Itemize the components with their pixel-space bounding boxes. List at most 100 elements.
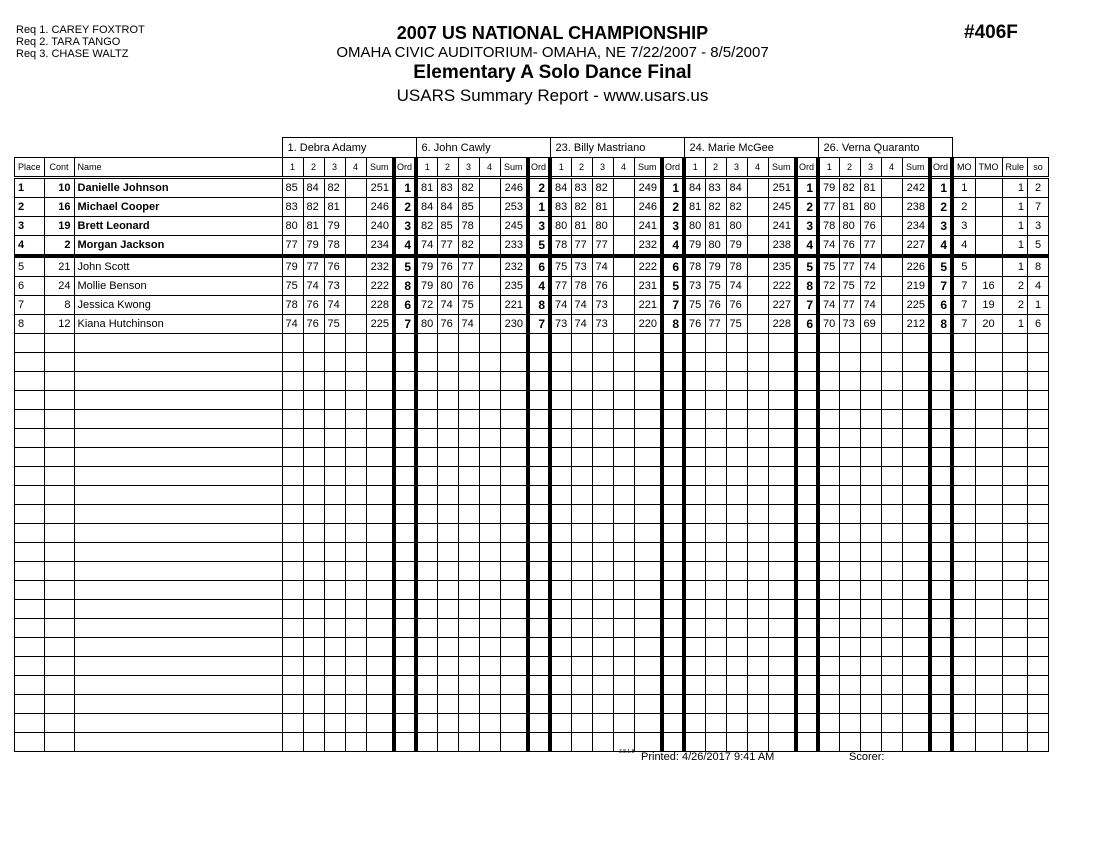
score-cell: [281, 656, 304, 676]
score-cell: [478, 713, 501, 733]
sum-cell: [901, 371, 931, 391]
rule-cell: 1: [1001, 216, 1029, 236]
sum-cell: [499, 390, 529, 410]
score-cell: [880, 177, 903, 198]
mo-cell: [951, 466, 976, 486]
score-cell: [683, 732, 706, 752]
judge-name-2: 6. John Cawly: [415, 137, 551, 158]
score-cell: [436, 732, 459, 752]
score-cell: [415, 466, 438, 486]
score-cell: [323, 599, 346, 619]
ordinal-cell: 7: [526, 314, 553, 334]
score-cell: 81: [570, 216, 593, 236]
score-cell: [725, 352, 748, 372]
so-cell: [1027, 390, 1050, 410]
header-judge-col: 1: [415, 157, 438, 179]
sum-cell: [767, 504, 797, 524]
score-cell: [817, 713, 840, 733]
cont-cell: [43, 656, 75, 676]
sum-cell: [767, 352, 797, 372]
score-cell: 80: [415, 314, 438, 334]
score-cell: [549, 675, 572, 695]
rule-cell: [1001, 694, 1029, 714]
sum-cell: [767, 466, 797, 486]
score-cell: [344, 255, 367, 277]
ordinal-cell: [928, 732, 955, 752]
ordinal-cell: [392, 732, 419, 752]
score-cell: 83: [281, 197, 304, 217]
score-cell: [302, 561, 325, 581]
score-cell: [683, 523, 706, 543]
score-cell: 76: [859, 216, 882, 236]
score-cell: [746, 732, 769, 752]
score-cell: 84: [436, 197, 459, 217]
empty-row: [14, 618, 1050, 638]
mo-cell: [951, 675, 976, 695]
mo-cell: [951, 618, 976, 638]
name-cell: [73, 523, 283, 543]
score-cell: [344, 523, 367, 543]
score-cell: 74: [302, 276, 325, 296]
score-cell: 81: [838, 197, 861, 217]
sum-cell: [633, 466, 663, 486]
score-cell: 84: [415, 197, 438, 217]
score-cell: [704, 675, 727, 695]
score-cell: [591, 618, 614, 638]
sum-cell: [633, 732, 663, 752]
score-cell: [704, 561, 727, 581]
score-cell: [478, 276, 501, 296]
ordinal-cell: [794, 447, 821, 467]
ordinal-cell: [660, 447, 687, 467]
name-cell: [73, 713, 283, 733]
score-cell: [746, 197, 769, 217]
score-cell: [859, 485, 882, 505]
ordinal-cell: 6: [392, 295, 419, 315]
score-cell: [838, 504, 861, 524]
ordinal-cell: 8: [928, 314, 955, 334]
score-cell: [880, 713, 903, 733]
score-cell: [302, 637, 325, 657]
score-cell: [838, 561, 861, 581]
score-cell: [323, 637, 346, 657]
score-cell: [838, 352, 861, 372]
header-judge-col: Sum: [767, 157, 797, 179]
sum-cell: [365, 504, 395, 524]
score-cell: [817, 371, 840, 391]
place-cell: [14, 637, 45, 657]
header-place: Place: [14, 157, 45, 179]
sum-cell: 241: [767, 216, 797, 236]
score-cell: 77: [838, 295, 861, 315]
requirement-1: Req 1. CAREY FOXTROT: [16, 24, 145, 36]
score-cell: 79: [323, 216, 346, 236]
tmo-cell: [974, 618, 1003, 638]
ordinal-cell: 2: [794, 197, 821, 217]
sum-cell: [767, 409, 797, 429]
sum-cell: [901, 694, 931, 714]
tmo-cell: [974, 656, 1003, 676]
score-cell: [570, 656, 593, 676]
score-cell: [859, 580, 882, 600]
sum-cell: [901, 618, 931, 638]
tmo-cell: [974, 523, 1003, 543]
score-cell: [549, 447, 572, 467]
sum-cell: 212: [901, 314, 931, 334]
score-cell: [281, 504, 304, 524]
score-cell: [859, 523, 882, 543]
score-cell: [817, 618, 840, 638]
score-cell: [880, 637, 903, 657]
ordinal-cell: 2: [526, 177, 553, 198]
place-cell: 7: [14, 295, 45, 315]
rule-cell: 2: [1001, 276, 1029, 296]
sum-cell: [901, 637, 931, 657]
cont-cell: [43, 504, 75, 524]
mo-cell: [951, 713, 976, 733]
place-cell: [14, 409, 45, 429]
score-cell: [415, 732, 438, 752]
score-cell: [591, 675, 614, 695]
header-judge-col: Sum: [633, 157, 663, 179]
score-cell: [612, 197, 635, 217]
score-cell: [415, 523, 438, 543]
sum-cell: [767, 371, 797, 391]
header-judge-col: 3: [859, 157, 882, 179]
score-cell: [281, 409, 304, 429]
